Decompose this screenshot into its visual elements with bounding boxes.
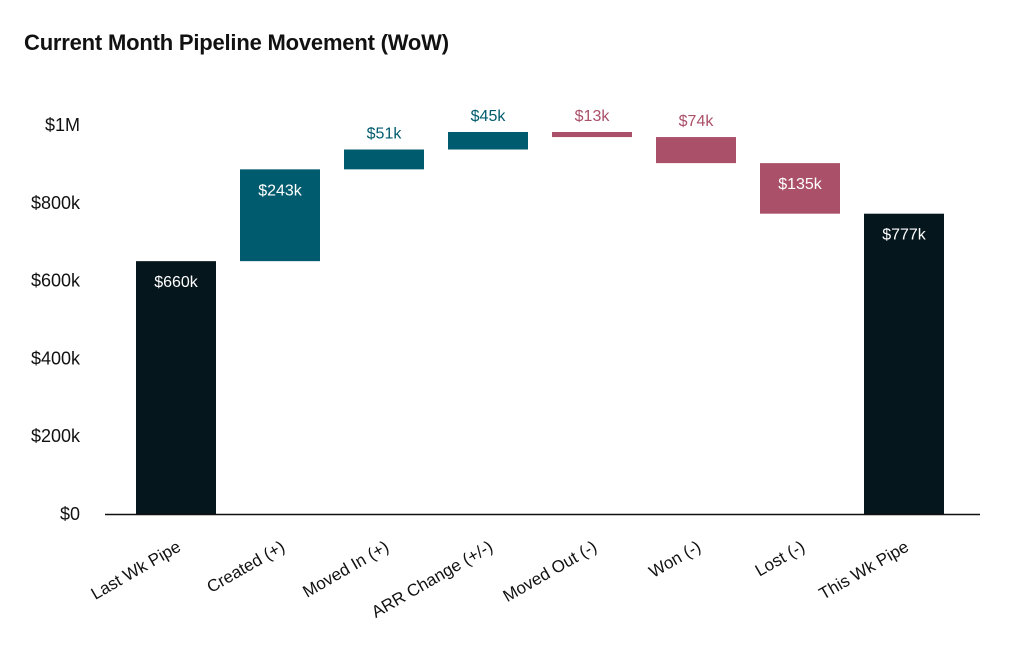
data-label: $51k [367, 126, 403, 143]
x-tick-label: Lost (-) [752, 537, 808, 580]
x-axis: Last Wk Pipe Created (+) Moved In (+)ARR C… [88, 537, 912, 622]
x-tick-label: Last Wk Pipe [88, 537, 184, 604]
bar-decrease[interactable] [656, 137, 736, 164]
x-tick-label: Moved In (+) [299, 537, 392, 601]
bar-increase[interactable] [344, 149, 424, 170]
y-tick-label: $800k [31, 193, 81, 213]
y-tick-label: $0 [60, 504, 80, 524]
data-label: $660k [154, 274, 199, 291]
bars: $660k $243k $51k $45k $13k $74k $135k $777k [136, 108, 944, 514]
data-label: $74k [679, 113, 715, 130]
y-axis: $0 $200k $400k $600k $800k $1M [31, 115, 81, 524]
bar-increase[interactable] [240, 169, 320, 262]
y-tick-label: $400k [31, 348, 81, 368]
y-tick-label: $200k [31, 426, 81, 446]
chart-title: Current Month Pipeline Movement (WoW) [24, 30, 449, 55]
y-tick-label: $600k [31, 271, 81, 291]
bar-increase[interactable] [448, 132, 528, 150]
bar-decrease[interactable] [760, 163, 840, 214]
data-label: $135k [778, 176, 823, 193]
bar-decrease[interactable] [552, 132, 632, 138]
x-tick-label: This Wk Pipe [816, 537, 912, 604]
bar-total[interactable] [136, 261, 216, 514]
bar-total[interactable] [864, 213, 944, 514]
data-label: $777k [882, 227, 927, 244]
y-tick-label: $1M [45, 115, 80, 135]
x-tick-label: Won (-) [646, 537, 704, 582]
data-label: $45k [471, 108, 507, 125]
data-label: $13k [575, 108, 611, 125]
x-tick-label: Moved Out (-) [500, 537, 600, 606]
x-tick-label: Created (+) [204, 537, 288, 597]
data-label: $243k [258, 182, 303, 199]
